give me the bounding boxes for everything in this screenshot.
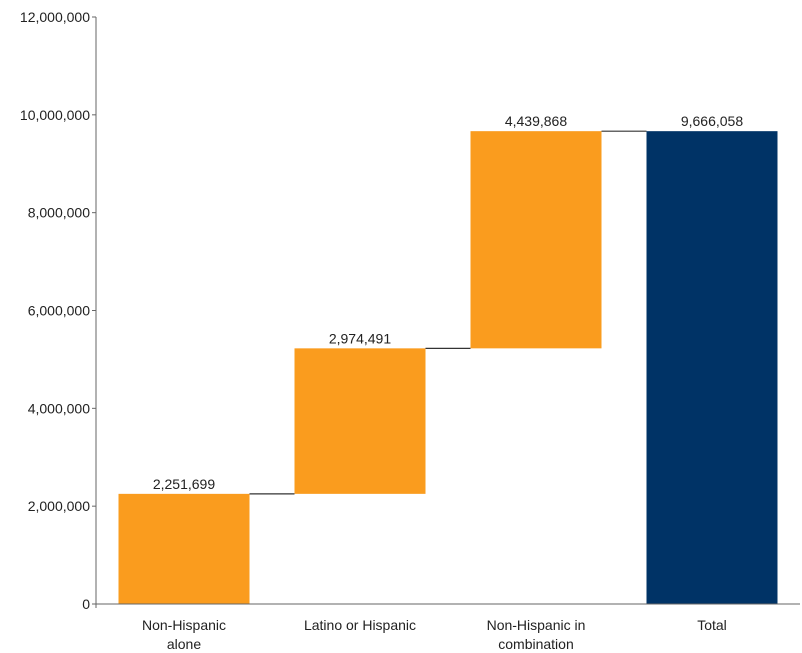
x-axis: Non-Hispanic alone Latino or Hispanic Non-H… xyxy=(96,603,800,652)
y-tick-label: 0 xyxy=(82,596,90,612)
y-tick-label: 8,000,000 xyxy=(28,205,90,221)
connector-lines xyxy=(249,130,647,495)
y-tick-label: 4,000,000 xyxy=(28,400,90,416)
y-tick-label: 10,000,000 xyxy=(20,107,90,123)
x-tick-label: Non-Hispanic in xyxy=(487,617,586,633)
x-tick-label: Non-Hispanic xyxy=(142,617,226,633)
data-label-4: 9,666,058 xyxy=(681,113,743,129)
y-tick-label: 2,000,000 xyxy=(28,498,90,514)
data-label-1: 2,251,699 xyxy=(153,476,215,492)
bars xyxy=(118,131,778,605)
x-tick-label: combination xyxy=(498,636,574,652)
y-axis: 0 2,000,000 4,000,000 6,000,000 8,000,000 10,… xyxy=(20,9,97,612)
y-tick-label: 12,000,000 xyxy=(20,9,90,25)
x-tick-label: Latino or Hispanic xyxy=(304,617,416,633)
data-labels: 2,251,699 2,974,491 4,439,868 9,666,058 xyxy=(153,113,743,492)
y-tick-label: 6,000,000 xyxy=(28,303,90,319)
x-tick-label: alone xyxy=(167,636,201,652)
bar-4 xyxy=(646,131,778,605)
bar-3 xyxy=(470,131,602,349)
x-tick-label: Total xyxy=(697,617,727,633)
bar-2 xyxy=(294,348,426,494)
data-label-3: 4,439,868 xyxy=(505,113,567,129)
bar-1 xyxy=(118,493,250,604)
data-label-2: 2,974,491 xyxy=(329,330,391,346)
